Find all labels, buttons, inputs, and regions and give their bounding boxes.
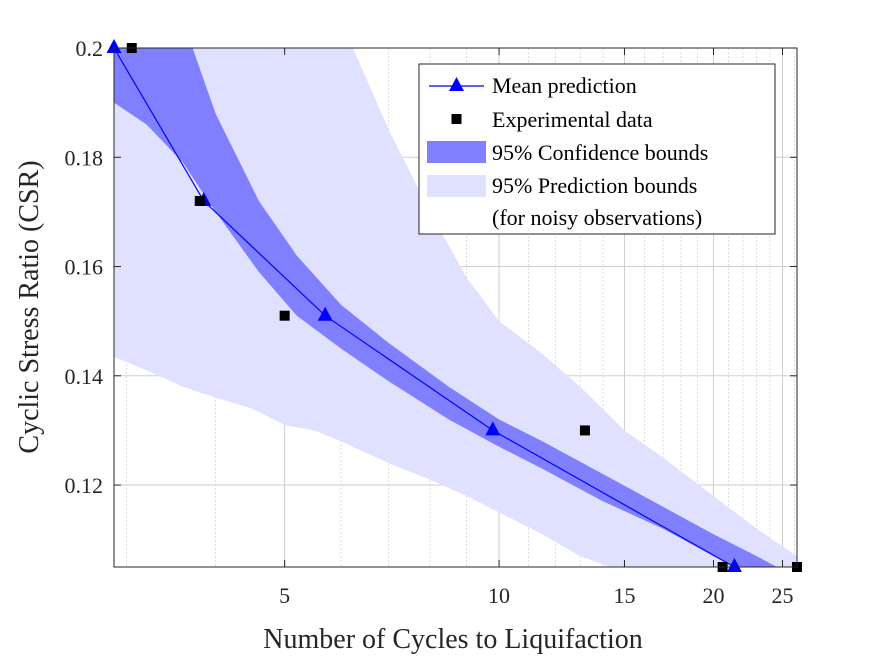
- x-tick-label: 25: [771, 583, 793, 608]
- bands: [114, 48, 797, 567]
- mean-prediction-point: [317, 306, 333, 321]
- legend-experimental-label: Experimental data: [492, 107, 653, 132]
- tick-marks: [114, 47, 797, 567]
- legend-mean-label: Mean prediction: [492, 73, 637, 98]
- x-tick-label: 15: [613, 583, 635, 608]
- legend: Mean prediction Experimental data 95% Co…: [418, 63, 776, 235]
- y-tick-label: 0.18: [65, 145, 104, 170]
- y-tick-label: 0.14: [65, 364, 104, 389]
- mean-prediction-point: [485, 421, 501, 436]
- x-tick-labels: 5 10 15 20 25: [279, 583, 793, 608]
- legend-confidence-label: 95% Confidence bounds: [492, 140, 708, 165]
- experimental-data-point: [194, 195, 205, 206]
- mean-prediction-point: [726, 558, 742, 572]
- legend-experimental-square-marker: [451, 114, 462, 124]
- y-axis-label: Cyclic Stress Ratio (CSR): [14, 160, 45, 453]
- x-tick-label: 20: [702, 583, 724, 608]
- legend-prediction-label: 95% Prediction bounds: [492, 173, 697, 198]
- legend-prediction-label-line2: (for noisy observations): [492, 205, 702, 230]
- confidence-bounds-band: [114, 48, 777, 567]
- prediction-bounds-band: [114, 48, 797, 567]
- experimental-data-point: [579, 425, 590, 436]
- legend-mean-triangle-marker: [449, 77, 464, 91]
- legend-confidence-swatch: [427, 141, 486, 163]
- x-tick-label: 10: [488, 583, 510, 608]
- legend-prediction-swatch: [427, 175, 486, 197]
- mean-prediction-point: [106, 39, 122, 53]
- x-tick-label: 5: [279, 583, 290, 608]
- y-tick-label: 0.2: [76, 36, 104, 61]
- y-tick-labels: 0.12 0.14 0.16 0.18 0.2: [65, 36, 104, 498]
- y-tick-label: 0.12: [65, 473, 104, 498]
- y-tick-label: 0.16: [65, 255, 104, 280]
- x-axis-label: Number of Cycles to Liquifaction: [263, 624, 642, 655]
- plot-border: [113, 47, 798, 568]
- experimental-data-point: [279, 310, 290, 321]
